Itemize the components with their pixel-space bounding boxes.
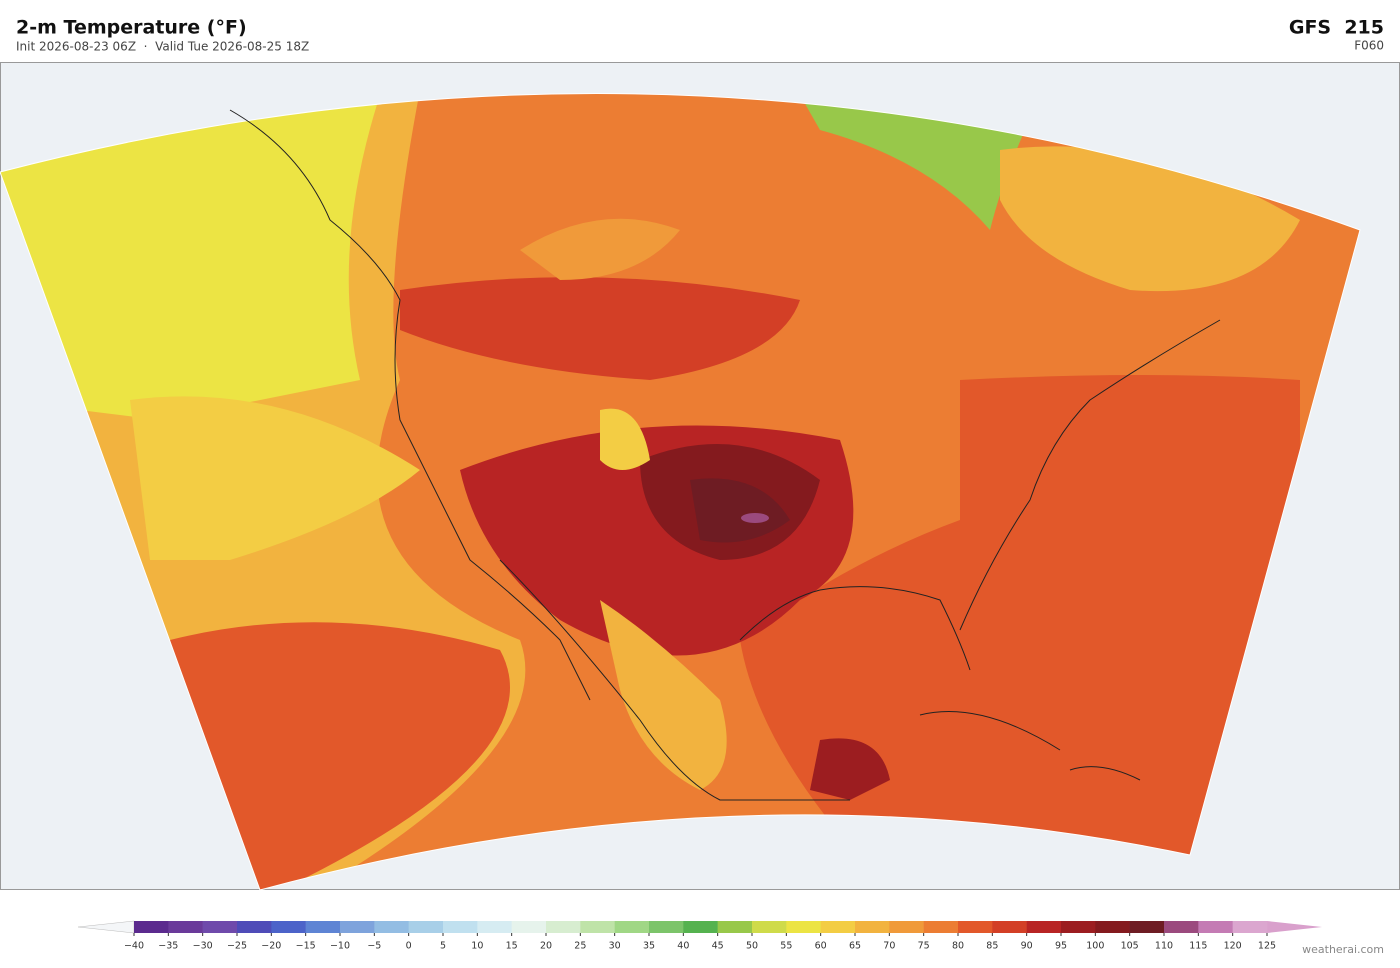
credit: weatherai.com [1302, 943, 1384, 956]
colorbar-tick-label: 100 [1086, 941, 1104, 952]
colorbar-swatch [923, 921, 959, 933]
colorbar-swatch [134, 921, 169, 933]
colorbar-swatch [546, 921, 581, 933]
colorbar-swatch [992, 921, 1027, 933]
colorbar-tick-label: 60 [815, 941, 827, 952]
colorbar-under [77, 920, 135, 934]
colorbar-tick-label: 70 [883, 941, 895, 952]
colorbar-tick-label: 110 [1155, 941, 1173, 952]
colorbar-swatch [1198, 921, 1233, 933]
colorbar-tick-label: 5 [440, 941, 446, 952]
colorbar-swatch [374, 921, 409, 933]
colorbar-swatch [649, 921, 684, 933]
colorbar-tick-label: 25 [574, 941, 586, 952]
colorbar-swatch [786, 921, 821, 933]
colorbar-swatch [717, 921, 753, 933]
colorbar-swatch [202, 921, 238, 933]
colorbar-tick-label: 10 [471, 941, 483, 952]
domain-outline [0, 93, 1361, 891]
colorbar-tick-label: 65 [849, 941, 861, 952]
colorbar-tick-label: 0 [406, 941, 412, 952]
colorbar-tick-label: 35 [643, 941, 655, 952]
colorbar-swatch [1061, 921, 1096, 933]
colorbar-tick-label: −20 [261, 941, 281, 952]
colorbar-tick-label: 85 [986, 941, 998, 952]
colorbar-swatch [614, 921, 650, 933]
colorbar-tick-label: 50 [746, 941, 758, 952]
colorbar-tick-label: 45 [712, 941, 724, 952]
colorbar-tick-label: −15 [296, 941, 316, 952]
colorbar-swatch [1095, 921, 1130, 933]
colorbar-swatch [1129, 921, 1165, 933]
colorbar-swatch [511, 921, 547, 933]
colorbar-swatch [752, 921, 787, 933]
forecast-hour: F060 [1354, 39, 1384, 53]
title: 2-m Temperature (°F) [16, 17, 247, 39]
colorbar-tick-label: 115 [1189, 941, 1207, 952]
colorbar-swatch [855, 921, 890, 933]
temperature-field [0, 93, 1360, 891]
colorbar-tick-label: 15 [506, 941, 518, 952]
colorbar-swatch [1232, 921, 1268, 933]
colorbar-swatch [237, 921, 272, 933]
colorbar-tick-label: 80 [952, 941, 964, 952]
colorbar-tick-label: 75 [918, 941, 930, 952]
colorbar-tick-label: 90 [1021, 941, 1033, 952]
colorbar-tick-label: −25 [227, 941, 247, 952]
colorbar-swatch [1164, 921, 1199, 933]
colorbar-tick-label: 125 [1258, 941, 1276, 952]
colorbar-tick-label: 55 [780, 941, 792, 952]
colorbar-swatch [477, 921, 512, 933]
colorbar-swatch [958, 921, 993, 933]
colorbar-over [1267, 921, 1322, 933]
colorbar-tick-label: 120 [1224, 941, 1242, 952]
colorbar-tick-label: −5 [367, 941, 381, 952]
colorbar-tick-label: 105 [1121, 941, 1139, 952]
colorbar-tick-label: 20 [540, 941, 552, 952]
colorbar-tick-label: −10 [330, 941, 350, 952]
colorbar-swatch [168, 921, 203, 933]
coastlines [229, 109, 1221, 801]
colorbar-swatch [340, 921, 375, 933]
colorbar-swatch [683, 921, 718, 933]
subtitle: Init 2026-08-23 06Z · Valid Tue 2026-08-… [16, 40, 309, 54]
colorbar-swatch [443, 921, 478, 933]
colorbar-tick-label: 95 [1055, 941, 1067, 952]
colorbar-swatch [1026, 921, 1062, 933]
colorbar-tick-label: 30 [609, 941, 621, 952]
colorbar-swatch [580, 921, 615, 933]
colorbar-swatch [271, 921, 306, 933]
colorbar-tick-label: −30 [193, 941, 213, 952]
colorbar-swatch [889, 921, 924, 933]
colorbar-tick-label: −35 [158, 941, 178, 952]
colorbar-swatch [820, 921, 856, 933]
colorbar-swatch [408, 921, 444, 933]
model-label: GFS 215 [1289, 17, 1384, 39]
colorbar-tick-label: −40 [124, 941, 144, 952]
colorbar-tick-label: 40 [677, 941, 689, 952]
colorbar-swatch [305, 921, 341, 933]
